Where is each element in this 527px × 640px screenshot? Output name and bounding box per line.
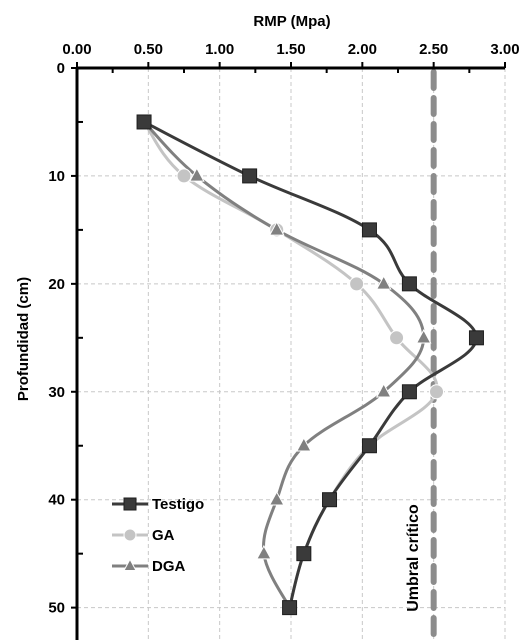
x-tick-label: 2.00 [348, 41, 377, 58]
data-point-testigo [401, 276, 417, 292]
data-point-testigo [282, 600, 298, 616]
x-tick-label: 2.50 [419, 41, 448, 58]
data-point-testigo [361, 222, 377, 238]
legend-label-ga: GA [152, 527, 175, 544]
threshold-label: Umbral crítico [405, 504, 422, 612]
x-tick-label: 1.50 [276, 41, 305, 58]
legend-marker-ga [123, 528, 137, 542]
axes [71, 62, 506, 640]
data-point-ga [389, 330, 405, 346]
data-point-dga [256, 544, 272, 560]
data-point-dga [296, 436, 312, 452]
x-tick-label: 0.00 [62, 41, 91, 58]
series-markers [136, 113, 484, 616]
legend-marker-testigo [123, 497, 137, 511]
data-point-testigo [401, 384, 417, 400]
y-tick-label: 50 [48, 600, 65, 617]
data-point-testigo [468, 330, 484, 346]
tick-labels: 0.00 0.50 1.00 1.50 2.00 2.50 3.00 0 10 20 30 40 50 [48, 41, 519, 617]
x-tick-label: 0.50 [134, 41, 163, 58]
y-tick-label: 40 [48, 492, 65, 509]
x-tick-label: 3.00 [490, 41, 519, 58]
data-point-dga [268, 221, 285, 236]
data-point-dga [268, 490, 285, 506]
data-point-testigo [242, 168, 258, 184]
legend: Testigo GA DGA [112, 496, 204, 575]
legend-marker-dga [123, 558, 137, 571]
series-line-dga [142, 120, 426, 609]
data-point-dga [415, 329, 432, 344]
legend-label-dga: DGA [152, 558, 186, 575]
legend-label-testigo: Testigo [152, 496, 204, 513]
x-tick-label: 1.00 [205, 41, 234, 58]
y-tick-label: 30 [48, 384, 65, 401]
grid [77, 68, 506, 640]
x-axis-title: RMP (Mpa) [253, 13, 330, 30]
y-tick-label: 10 [48, 168, 65, 185]
data-point-testigo [322, 492, 338, 508]
data-point-testigo [296, 546, 312, 562]
data-point-testigo [136, 114, 152, 130]
data-point-dga [375, 275, 392, 290]
y-axis-title: Profundidad (cm) [15, 277, 32, 401]
data-point-dga [189, 167, 205, 182]
series-lines [142, 120, 478, 609]
data-point-ga [349, 276, 365, 292]
y-tick-label: 20 [48, 276, 65, 293]
series-line-testigo [143, 120, 478, 609]
data-point-ga [176, 168, 192, 184]
data-point-ga [429, 384, 445, 400]
data-point-testigo [361, 438, 377, 454]
y-tick-label: 0 [57, 60, 65, 77]
data-point-dga [375, 383, 392, 398]
